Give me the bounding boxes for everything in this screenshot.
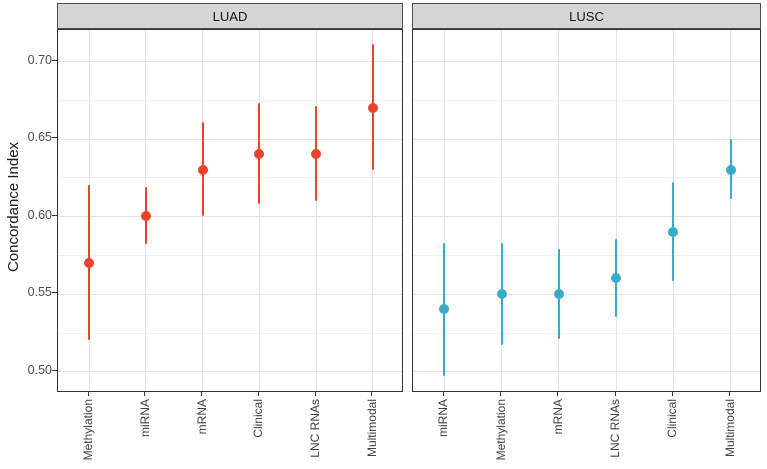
gridline-vertical: [443, 30, 445, 391]
y-tick-mark: [52, 137, 57, 139]
gridline-vertical: [730, 30, 732, 391]
x-tick-mark: [729, 392, 731, 396]
x-tick-mark: [257, 392, 259, 396]
gridline-major: [413, 216, 760, 218]
gridline-vertical: [258, 30, 260, 391]
y-tick-mark: [52, 292, 57, 294]
gridline-major: [58, 293, 402, 295]
x-tick-mark: [87, 392, 89, 396]
gridline-major: [58, 371, 402, 373]
gridline-vertical: [372, 30, 374, 391]
y-tick-label: 0.70: [27, 52, 52, 67]
gridline-minor: [413, 99, 760, 101]
y-tick-label: 0.65: [27, 130, 52, 145]
x-tick-mark: [144, 392, 146, 396]
gridline-vertical: [501, 30, 503, 391]
data-point-clinical: [668, 226, 679, 237]
x-tick-mark: [557, 392, 559, 396]
data-point-multimodal: [725, 164, 736, 175]
x-tick-label: Clinical: [251, 399, 266, 438]
facet-strip-luad: LUAD: [57, 3, 403, 29]
data-point-multimodal: [367, 102, 378, 113]
plot-panel-luad: [57, 29, 403, 392]
x-tick-mark: [371, 392, 373, 396]
data-point-lnc-rnas: [611, 273, 622, 284]
y-tick-label: 0.55: [27, 285, 52, 300]
x-tick-mark: [314, 392, 316, 396]
x-tick-label: LNC RNAs: [308, 399, 323, 458]
y-tick-mark: [52, 59, 57, 61]
x-tick-label: LNC RNAs: [608, 399, 623, 458]
gridline-vertical: [615, 30, 617, 391]
gridline-vertical: [315, 30, 317, 391]
gridline-vertical: [558, 30, 560, 391]
gridline-major: [413, 293, 760, 295]
data-point-mrna: [197, 164, 208, 175]
facet-strip-lusc: LUSC: [412, 3, 761, 29]
x-tick-label: Multimodal: [722, 399, 737, 458]
y-tick-label: 0.60: [27, 207, 52, 222]
gridline-major: [413, 371, 760, 373]
data-point-methylation: [496, 288, 507, 299]
x-tick-label: miRNA: [137, 399, 152, 437]
facet-strip-label: LUAD: [212, 8, 248, 24]
y-tick-mark: [52, 369, 57, 371]
gridline-minor: [413, 254, 760, 256]
plot-panel-lusc: [412, 29, 761, 392]
x-tick-label: Methylation: [493, 399, 508, 461]
data-point-clinical: [254, 149, 265, 160]
data-point-mrna: [553, 288, 564, 299]
y-tick-label: 0.50: [27, 362, 52, 377]
gridline-minor: [413, 177, 760, 179]
facet-strip-label: LUSC: [569, 8, 604, 24]
data-point-methylation: [84, 257, 95, 268]
gridline-major: [58, 61, 402, 63]
x-tick-label: Methylation: [81, 399, 96, 461]
gridline-minor: [58, 99, 402, 101]
y-tick-mark: [52, 214, 57, 216]
x-tick-label: mRNA: [550, 399, 565, 435]
x-tick-mark: [500, 392, 502, 396]
x-tick-label: mRNA: [194, 399, 209, 435]
x-tick-mark: [201, 392, 203, 396]
gridline-minor: [58, 332, 402, 334]
x-tick-mark: [442, 392, 444, 396]
x-tick-label: Clinical: [665, 399, 680, 438]
data-point-mirna: [439, 304, 450, 315]
x-tick-mark: [614, 392, 616, 396]
gridline-major: [413, 61, 760, 63]
gridline-minor: [58, 177, 402, 179]
x-tick-label: miRNA: [436, 399, 451, 437]
gridline-minor: [58, 254, 402, 256]
gridline-major: [58, 216, 402, 218]
gridline-minor: [413, 332, 760, 334]
gridline-major: [58, 138, 402, 140]
x-tick-mark: [671, 392, 673, 396]
data-point-lnc-rnas: [311, 149, 322, 160]
gridline-major: [413, 138, 760, 140]
x-tick-label: Multimodal: [364, 399, 379, 458]
data-point-mirna: [140, 211, 151, 222]
